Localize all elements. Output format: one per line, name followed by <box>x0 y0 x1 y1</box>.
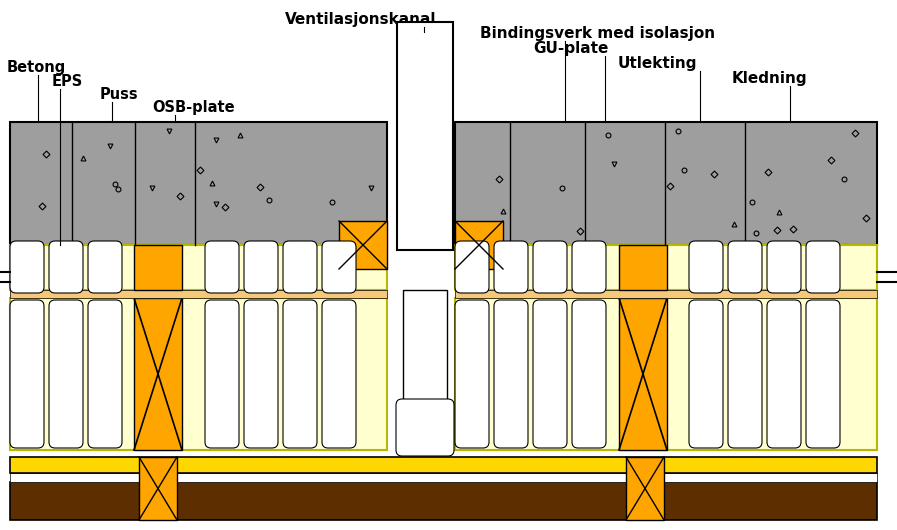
FancyBboxPatch shape <box>455 241 489 293</box>
FancyBboxPatch shape <box>283 241 317 293</box>
FancyBboxPatch shape <box>49 300 83 448</box>
Bar <box>626 457 664 520</box>
Text: GU-plate: GU-plate <box>533 41 608 56</box>
FancyBboxPatch shape <box>322 300 356 448</box>
FancyBboxPatch shape <box>806 241 840 293</box>
Bar <box>10 122 387 245</box>
Text: Betong: Betong <box>7 60 66 75</box>
FancyBboxPatch shape <box>10 241 44 293</box>
FancyBboxPatch shape <box>396 399 454 456</box>
Text: Ventilasjonskanal: Ventilasjonskanal <box>285 12 437 27</box>
FancyBboxPatch shape <box>88 241 122 293</box>
Text: EPS: EPS <box>52 74 83 89</box>
FancyBboxPatch shape <box>205 241 239 293</box>
FancyBboxPatch shape <box>572 241 606 293</box>
Bar <box>10 457 877 473</box>
FancyBboxPatch shape <box>494 300 528 448</box>
FancyBboxPatch shape <box>689 300 723 448</box>
FancyBboxPatch shape <box>494 241 528 293</box>
Text: Puss: Puss <box>100 87 139 102</box>
FancyBboxPatch shape <box>205 300 239 448</box>
Bar <box>10 290 387 298</box>
FancyBboxPatch shape <box>533 300 567 448</box>
Bar <box>455 245 877 290</box>
Text: Bindingsverk med isolasjon: Bindingsverk med isolasjon <box>480 26 715 41</box>
FancyBboxPatch shape <box>283 300 317 448</box>
Bar <box>619 245 667 290</box>
Text: Kledning: Kledning <box>732 71 807 86</box>
Bar <box>619 298 667 450</box>
Text: Utlekting: Utlekting <box>618 56 698 71</box>
Bar <box>455 221 503 269</box>
Bar <box>139 457 177 520</box>
Bar <box>339 221 387 269</box>
FancyBboxPatch shape <box>244 241 278 293</box>
FancyBboxPatch shape <box>689 241 723 293</box>
Bar <box>10 473 877 482</box>
Bar <box>134 245 182 290</box>
Bar <box>455 122 877 245</box>
Bar <box>455 290 877 298</box>
FancyBboxPatch shape <box>806 300 840 448</box>
FancyBboxPatch shape <box>88 300 122 448</box>
FancyBboxPatch shape <box>572 300 606 448</box>
Bar <box>134 298 182 450</box>
FancyBboxPatch shape <box>244 300 278 448</box>
Bar <box>10 482 877 520</box>
FancyBboxPatch shape <box>10 300 44 448</box>
Bar <box>397 22 453 250</box>
FancyBboxPatch shape <box>533 241 567 293</box>
Text: OSB-plate: OSB-plate <box>152 100 235 115</box>
FancyBboxPatch shape <box>49 241 83 293</box>
FancyBboxPatch shape <box>767 241 801 293</box>
Bar <box>10 298 387 450</box>
FancyBboxPatch shape <box>322 241 356 293</box>
FancyBboxPatch shape <box>455 300 489 448</box>
FancyBboxPatch shape <box>767 300 801 448</box>
Bar <box>10 245 387 290</box>
FancyBboxPatch shape <box>728 241 762 293</box>
Bar <box>403 290 447 450</box>
FancyBboxPatch shape <box>728 300 762 448</box>
Bar <box>455 298 877 450</box>
